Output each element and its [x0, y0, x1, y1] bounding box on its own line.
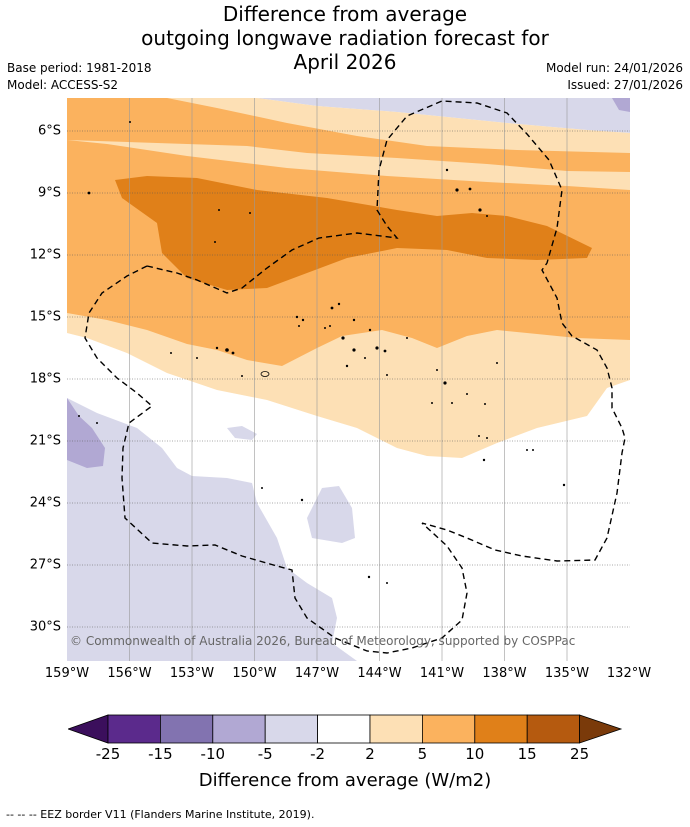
colorbar-tick-2: -15	[148, 745, 173, 763]
copyright-notice: © Commonwealth of Australia 2026, Bureau…	[70, 634, 576, 648]
colorbar-tick-3: -10	[200, 745, 226, 763]
lat-label-27s: 27°S	[29, 557, 61, 573]
lat-label-6s: 6°S	[37, 123, 61, 139]
eez-legend-note: -- -- -- EEZ border V11 (Flanders Marine…	[6, 808, 315, 821]
colorbar-bin-8	[474, 714, 528, 744]
lon-label-144w: 144°W	[357, 666, 402, 681]
colorbar-bin-6	[369, 714, 423, 744]
title-line-2: outgoing longwave radiation forecast for	[141, 26, 549, 50]
colorbar-tick-10: 25	[570, 745, 590, 763]
eez-border-west	[84, 265, 468, 654]
colorbar-bin-2	[160, 714, 214, 744]
negative-anomaly-top	[257, 98, 630, 133]
meta-left: Base period: 1981-2018 Model: ACCESS-S2	[7, 60, 152, 94]
lon-label-135w: 135°W	[544, 666, 590, 681]
colorbar-label: Difference from average (W/m2)	[198, 770, 492, 791]
lon-label-141w: 141°W	[419, 666, 465, 681]
lon-label-132w: 132°W	[606, 666, 652, 681]
colorbar-tick-8: 10	[465, 745, 485, 763]
colorbar-tick-5: -2	[310, 745, 326, 763]
colorbar-bin-7	[421, 714, 476, 744]
colorbar-extend-low	[68, 714, 109, 744]
colorbar-tick-6: 2	[365, 745, 375, 763]
lon-label-147w: 147°W	[294, 666, 340, 681]
strong-negative-left	[67, 398, 105, 468]
lat-label-21s: 21°S	[29, 433, 61, 449]
islands	[78, 121, 566, 584]
issued-date: Issued: 27/01/2026	[567, 78, 683, 92]
colorbar-tick-4: -5	[257, 745, 273, 763]
lat-label-24s: 24°S	[29, 495, 61, 511]
colorbar	[68, 714, 623, 744]
eez-border-east	[146, 100, 626, 562]
colorbar-extend-high	[579, 714, 623, 744]
lat-label-18s: 18°S	[29, 371, 61, 387]
meta-right: Model run: 24/01/2026 Issued: 27/01/2026	[546, 60, 683, 94]
negative-anomaly-patch-1	[227, 426, 257, 440]
title-line-1: Difference from average	[222, 2, 468, 26]
model-name: Model: ACCESS-S2	[7, 78, 119, 92]
lon-label-138w: 138°W	[482, 666, 527, 681]
lon-label-156w: 156°W	[107, 666, 152, 681]
positive-anomaly-strong	[115, 176, 592, 290]
model-run: Model run: 24/01/2026	[545, 61, 683, 75]
base-period: Base period: 1981-2018	[7, 61, 152, 75]
lon-label-150w: 150°W	[232, 666, 277, 681]
negative-anomaly-patch-2	[307, 486, 355, 543]
lon-label-153w: 153°W	[169, 666, 215, 681]
lon-label-159w: 159°W	[44, 666, 90, 681]
anomaly-map	[67, 98, 630, 661]
colorbar-bin-1	[107, 714, 161, 744]
lat-label-9s: 9°S	[37, 185, 61, 201]
colorbar-bin-3	[212, 714, 266, 744]
lat-label-12s: 12°S	[29, 247, 61, 263]
strong-negative-top-right	[612, 98, 630, 112]
title-line-3: April 2026	[293, 50, 397, 74]
colorbar-tick-7: 5	[417, 745, 428, 763]
colorbar-bin-4	[264, 714, 318, 744]
map-title: Difference from average outgoing longwav…	[0, 2, 690, 74]
colorbar-tick-9: 15	[517, 745, 537, 763]
colorbar-bin-9	[526, 714, 581, 744]
negative-anomaly-region	[67, 398, 357, 661]
colorbar-tick-1: -25	[95, 745, 121, 763]
lat-label-30s: 30°S	[29, 619, 61, 635]
colorbar-bin-5	[317, 714, 371, 744]
lat-label-15s: 15°S	[29, 309, 61, 325]
graticule	[129, 98, 568, 661]
